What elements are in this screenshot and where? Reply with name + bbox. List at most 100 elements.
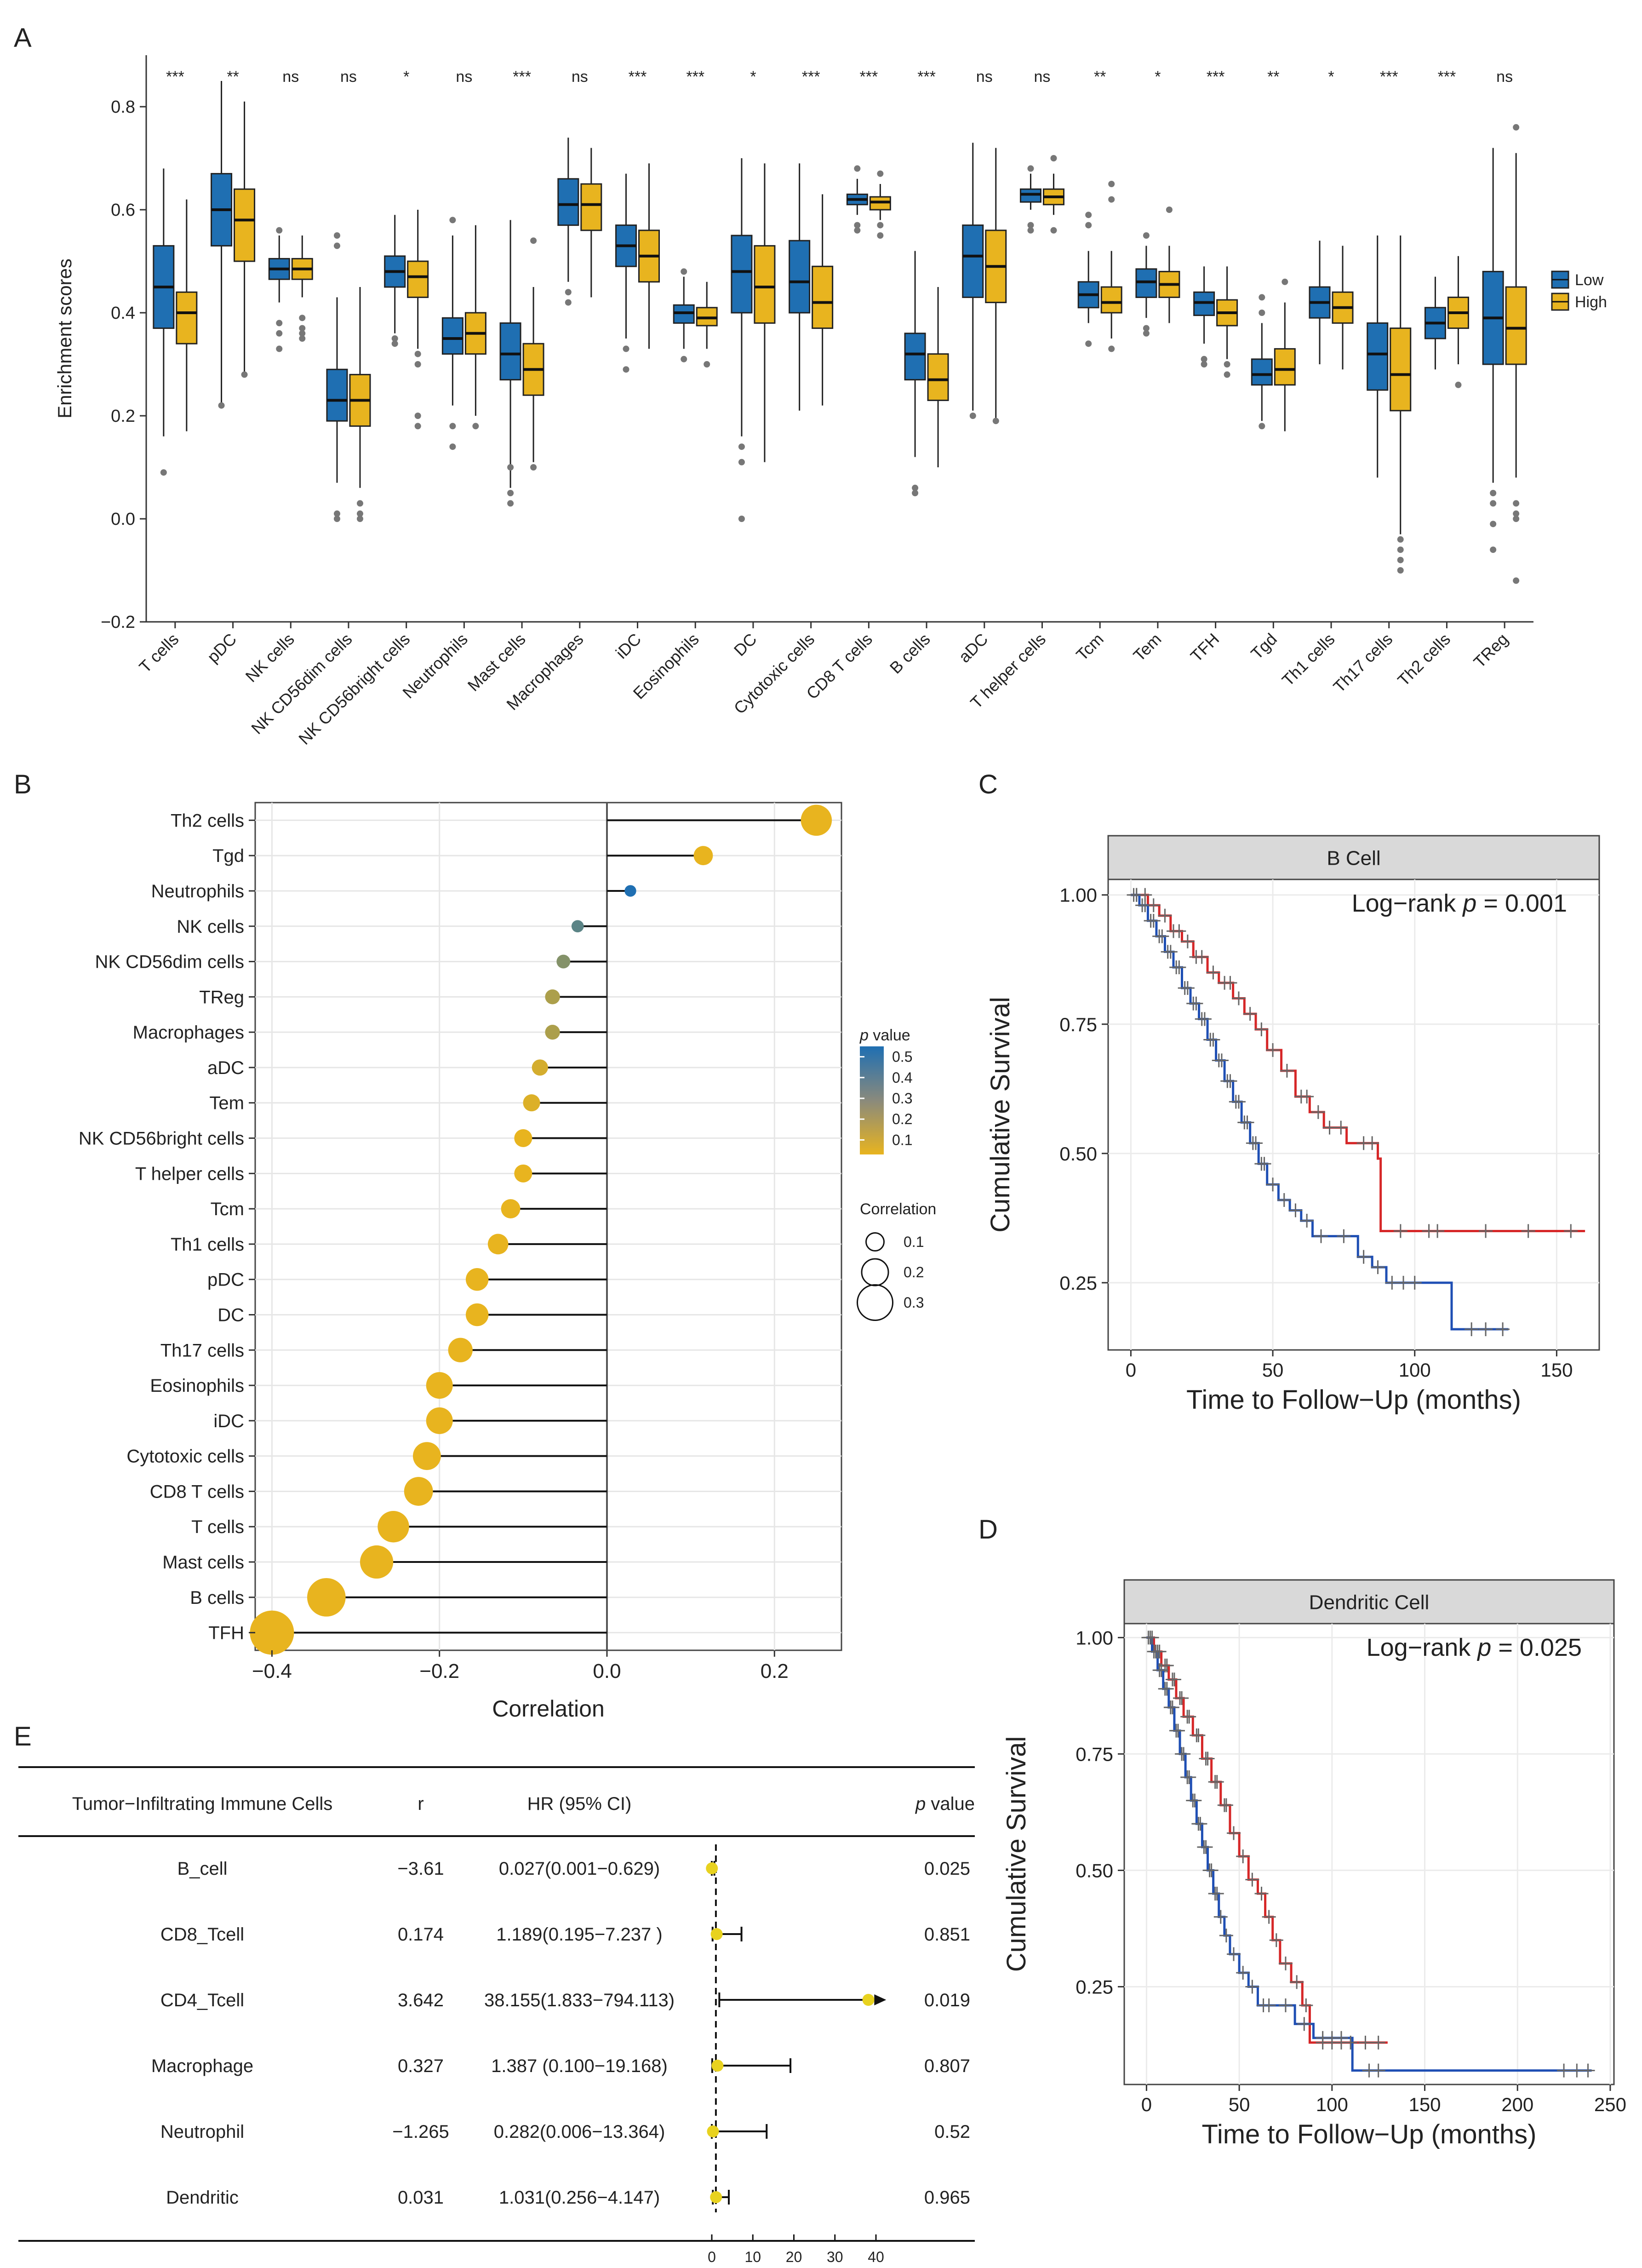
- hr-point: [707, 2125, 719, 2137]
- box-high: [1100, 286, 1122, 314]
- box-outlier: [276, 345, 283, 352]
- box-low: [441, 317, 463, 355]
- legend-label: Low: [1575, 271, 1604, 289]
- x-tick-label: pDC: [203, 630, 240, 666]
- box-outlier: [160, 469, 167, 476]
- box-high: [407, 260, 429, 298]
- significance-label: ***: [686, 68, 704, 86]
- lollipop-point: [426, 1372, 453, 1399]
- box-outlier: [1397, 536, 1404, 543]
- logrank-annotation: Log−rank p = 0.001: [1352, 890, 1567, 917]
- significance-label: ns: [1034, 68, 1051, 86]
- x-tick-label: aDC: [955, 630, 992, 666]
- box-outlier: [299, 325, 306, 332]
- y-tick-label: Mast cells: [162, 1552, 244, 1573]
- color-legend-bar: [860, 1046, 884, 1154]
- logrank-p: p: [1476, 1634, 1491, 1661]
- y-tick-label: CD8 T cells: [150, 1481, 244, 1502]
- row-hr: 0.282(0.006−13.364): [494, 2122, 665, 2142]
- y-tick-label: Tgd: [212, 846, 244, 866]
- y-tick-label: iDC: [213, 1411, 244, 1431]
- x-tick-label: NK CD56dim cells: [247, 630, 356, 738]
- row-r: 0.174: [398, 1924, 444, 1945]
- header-p-value: p value: [915, 1794, 975, 1814]
- y-tick-label: Th2 cells: [171, 810, 244, 831]
- box-outlier: [449, 443, 456, 450]
- lollipop-panel-b: Th2 cells Tgd Neutrophils NK cells NK CD56di…: [79, 802, 936, 1722]
- row-cell-name: Neutrophil: [160, 2122, 244, 2142]
- x-tick-label: −0.2: [419, 1660, 459, 1682]
- box-outlier: [738, 443, 745, 450]
- box-outlier: [507, 490, 514, 496]
- lollipop-point: [514, 1129, 532, 1148]
- survival-panel-d: Dendritic Cell 0.25 0.50 0.75 1.00 0 50 100 150 2…: [1001, 1579, 1626, 2149]
- logrank-prefix: Log−rank: [1367, 1634, 1478, 1661]
- row-hr: 1.031(0.256−4.147): [499, 2188, 660, 2208]
- significance-label: ***: [629, 68, 647, 86]
- box-outlier: [681, 268, 687, 275]
- lollipop-point: [514, 1164, 532, 1183]
- box-outlier: [1108, 181, 1115, 187]
- x-tick-label: 0.2: [761, 1660, 789, 1682]
- box-outlier: [356, 516, 363, 522]
- box-outlier: [1027, 227, 1034, 234]
- box-outlier: [877, 170, 884, 177]
- box-outlier: [877, 232, 884, 239]
- box-outlier: [1513, 500, 1520, 507]
- box-outlier: [1259, 310, 1265, 316]
- x-tick-label: 150: [1408, 2094, 1441, 2115]
- x-tick-label: Th1 cells: [1278, 630, 1339, 690]
- box-outlier: [1397, 567, 1404, 574]
- box-high: [812, 265, 834, 329]
- box-outlier: [1085, 222, 1092, 229]
- box-outlier: [530, 237, 537, 244]
- box-high: [1505, 286, 1527, 365]
- y-tick-label: 0.25: [1059, 1272, 1097, 1294]
- box-outlier: [530, 464, 537, 471]
- box-outlier: [1143, 232, 1150, 239]
- lollipop-point: [532, 1059, 548, 1076]
- lollipop-point: [448, 1338, 473, 1362]
- strip-title: B Cell: [1327, 847, 1380, 870]
- box-low: [731, 235, 753, 314]
- y-tick-label: B cells: [190, 1588, 244, 1608]
- significance-label: **: [227, 68, 239, 86]
- row-r: −1.265: [392, 2122, 449, 2142]
- color-legend-tick-label: 0.2: [892, 1111, 912, 1127]
- y-tick-label: TFH: [208, 1623, 244, 1643]
- box-outlier: [333, 510, 340, 517]
- color-legend-tick-label: 0.1: [892, 1131, 912, 1148]
- logrank-suffix: = 0.001: [1476, 890, 1567, 917]
- significance-label: ns: [976, 68, 993, 86]
- x-tick-label: T cells: [135, 630, 182, 677]
- box-outlier: [1259, 423, 1265, 430]
- lollipop-point: [360, 1545, 394, 1579]
- row-p-value: 0.019: [924, 1990, 970, 2010]
- x-tick-label: TFH: [1187, 630, 1223, 666]
- box-outlier: [1397, 546, 1404, 553]
- y-tick-label: 0.2: [111, 407, 135, 426]
- plot-panel: [1107, 878, 1600, 1351]
- survival-panel-c: B Cell 0.25 0.50 0.75 1.00 0 50 100 150 Time to F…: [985, 835, 1600, 1415]
- hr-point: [710, 2191, 722, 2203]
- box-outlier: [854, 165, 861, 172]
- x-tick-label: 250: [1594, 2094, 1626, 2115]
- lollipop-point: [693, 846, 713, 866]
- significance-label: *: [1328, 68, 1334, 86]
- row-cell-name: Dendritic: [166, 2188, 239, 2208]
- box-outlier: [1201, 361, 1207, 367]
- box-low: [904, 333, 926, 381]
- y-axis-title: Enrichment scores: [54, 258, 75, 419]
- box-outlier: [1259, 294, 1265, 301]
- significance-label: ***: [1207, 68, 1225, 86]
- x-tick-label: B cells: [886, 630, 934, 678]
- y-tick-label: Th1 cells: [171, 1234, 244, 1255]
- lollipop-point: [404, 1477, 433, 1506]
- x-tick-label: 0: [1126, 1359, 1136, 1381]
- box-outlier: [507, 464, 514, 471]
- size-legend-circle: [861, 1258, 889, 1286]
- y-tick-label: aDC: [207, 1058, 244, 1078]
- box-outlier: [449, 217, 456, 224]
- significance-label: ***: [802, 68, 820, 86]
- y-tick-label: pDC: [207, 1270, 244, 1290]
